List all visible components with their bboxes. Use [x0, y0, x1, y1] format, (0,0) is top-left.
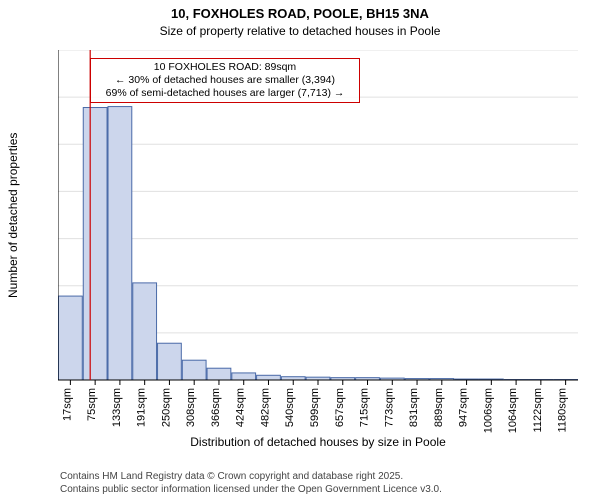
svg-text:1122sqm: 1122sqm	[532, 388, 544, 432]
credits-line1: Contains HM Land Registry data © Crown c…	[60, 471, 442, 484]
svg-text:1006sqm: 1006sqm	[482, 388, 494, 433]
svg-text:715sqm: 715sqm	[359, 388, 371, 427]
svg-text:599sqm: 599sqm	[309, 388, 321, 427]
annotation-line2: ← 30% of detached houses are smaller (3,…	[95, 74, 355, 87]
svg-text:133sqm: 133sqm	[111, 388, 123, 427]
svg-text:17sqm: 17sqm	[61, 388, 73, 421]
svg-text:308sqm: 308sqm	[185, 388, 197, 427]
svg-text:366sqm: 366sqm	[210, 388, 222, 427]
x-axis-label: Distribution of detached houses by size …	[58, 435, 578, 449]
svg-text:250sqm: 250sqm	[160, 388, 172, 427]
svg-text:191sqm: 191sqm	[136, 388, 148, 427]
svg-text:540sqm: 540sqm	[284, 388, 296, 427]
svg-text:424sqm: 424sqm	[235, 388, 247, 427]
svg-text:889sqm: 889sqm	[433, 388, 445, 427]
svg-text:75sqm: 75sqm	[86, 388, 98, 421]
svg-text:482sqm: 482sqm	[259, 388, 271, 427]
chart-subtitle: Size of property relative to detached ho…	[0, 24, 600, 38]
annotation-box: 10 FOXHOLES ROAD: 89sqm ← 30% of detache…	[90, 58, 360, 103]
svg-text:1064sqm: 1064sqm	[507, 388, 519, 433]
credits-line2: Contains public sector information licen…	[60, 484, 442, 497]
svg-text:1180sqm: 1180sqm	[557, 388, 569, 432]
svg-text:773sqm: 773sqm	[383, 388, 395, 427]
y-axis-label: Number of detached properties	[6, 132, 20, 297]
credits: Contains HM Land Registry data © Crown c…	[60, 471, 442, 496]
chart-title: 10, FOXHOLES ROAD, POOLE, BH15 3NA	[0, 6, 600, 22]
annotation-line1: 10 FOXHOLES ROAD: 89sqm	[95, 61, 355, 74]
svg-text:657sqm: 657sqm	[334, 388, 346, 427]
svg-text:831sqm: 831sqm	[408, 388, 420, 427]
annotation-line3: 69% of semi-detached houses are larger (…	[95, 87, 355, 100]
chart-plot: 0100020003000400050006000700017sqm75sqm1…	[58, 50, 600, 450]
svg-text:947sqm: 947sqm	[458, 388, 470, 427]
